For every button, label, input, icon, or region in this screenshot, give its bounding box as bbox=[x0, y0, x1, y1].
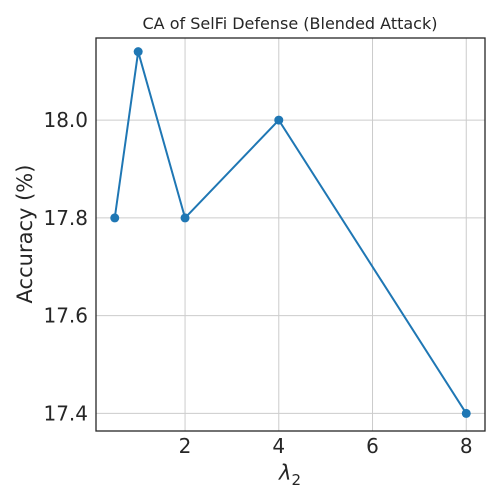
plot-frame bbox=[95, 37, 486, 432]
x-axis-ticks: 2 4 6 8 bbox=[179, 434, 473, 458]
y-axis-label: Accuracy (%) bbox=[13, 165, 37, 304]
series-line bbox=[113, 51, 468, 414]
y-tick-label: 17.4 bbox=[43, 401, 88, 425]
grid bbox=[96, 38, 485, 431]
data-point bbox=[274, 115, 284, 125]
y-axis-ticks: 17.4 17.6 17.8 18.0 bbox=[43, 108, 88, 425]
x-tick-label: 4 bbox=[272, 434, 285, 458]
series-layer bbox=[110, 47, 471, 418]
chart-title: CA of SelFi Defense (Blended Attack) bbox=[143, 14, 438, 33]
data-point bbox=[461, 408, 471, 418]
data-point bbox=[110, 213, 120, 223]
x-tick-label: 2 bbox=[179, 434, 192, 458]
x-axis-label: λ2 bbox=[278, 461, 301, 489]
x-tick-label: 6 bbox=[366, 434, 379, 458]
y-tick-label: 18.0 bbox=[43, 108, 88, 132]
data-point bbox=[133, 47, 143, 57]
data-point bbox=[180, 213, 190, 223]
y-tick-label: 17.8 bbox=[43, 206, 88, 230]
x-tick-label: 8 bbox=[460, 434, 473, 458]
y-tick-label: 17.6 bbox=[43, 304, 88, 328]
